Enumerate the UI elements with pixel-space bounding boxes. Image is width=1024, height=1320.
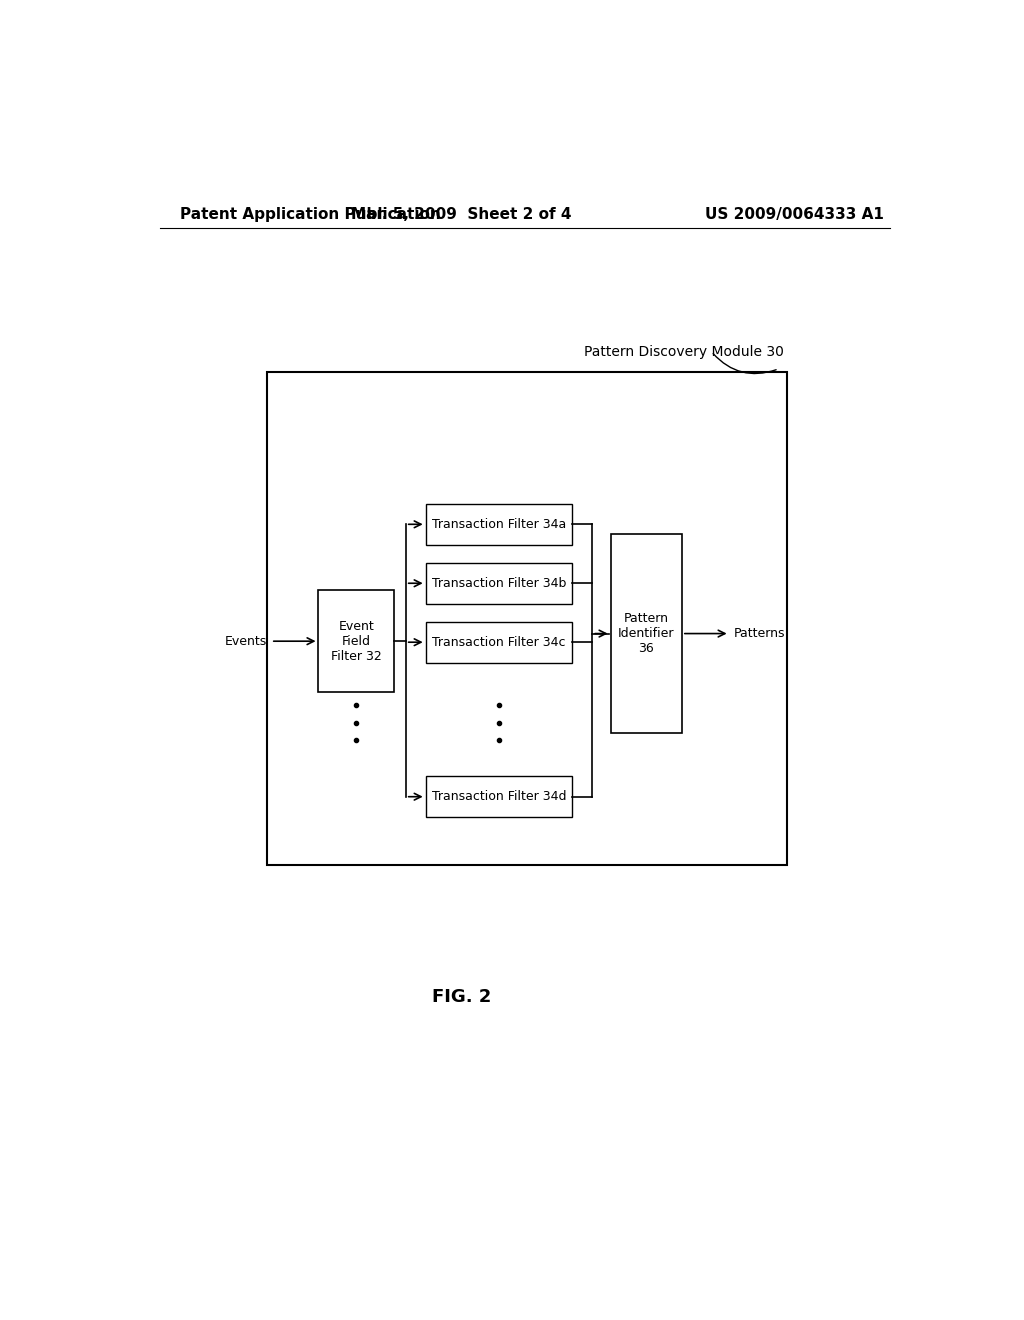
Text: Transaction Filter 34c: Transaction Filter 34c — [432, 636, 565, 648]
Text: Patent Application Publication: Patent Application Publication — [179, 207, 440, 222]
Bar — [267, 372, 786, 865]
Bar — [610, 535, 682, 733]
Text: Transaction Filter 34d: Transaction Filter 34d — [432, 791, 566, 803]
Bar — [426, 504, 572, 545]
Bar — [426, 776, 572, 817]
Text: Events: Events — [224, 635, 267, 648]
Text: Pattern
Identifier
36: Pattern Identifier 36 — [617, 612, 675, 655]
Text: FIG. 2: FIG. 2 — [432, 987, 490, 1006]
Text: Patterns: Patterns — [733, 627, 785, 640]
Bar — [426, 622, 572, 663]
Text: Event
Field
Filter 32: Event Field Filter 32 — [331, 619, 382, 663]
Text: US 2009/0064333 A1: US 2009/0064333 A1 — [706, 207, 884, 222]
Text: Mar. 5, 2009  Sheet 2 of 4: Mar. 5, 2009 Sheet 2 of 4 — [351, 207, 571, 222]
Text: Transaction Filter 34a: Transaction Filter 34a — [432, 517, 566, 531]
Text: Transaction Filter 34b: Transaction Filter 34b — [432, 577, 566, 590]
Bar — [318, 590, 394, 692]
Bar — [426, 562, 572, 603]
Text: Pattern Discovery Module 30: Pattern Discovery Module 30 — [585, 345, 784, 359]
